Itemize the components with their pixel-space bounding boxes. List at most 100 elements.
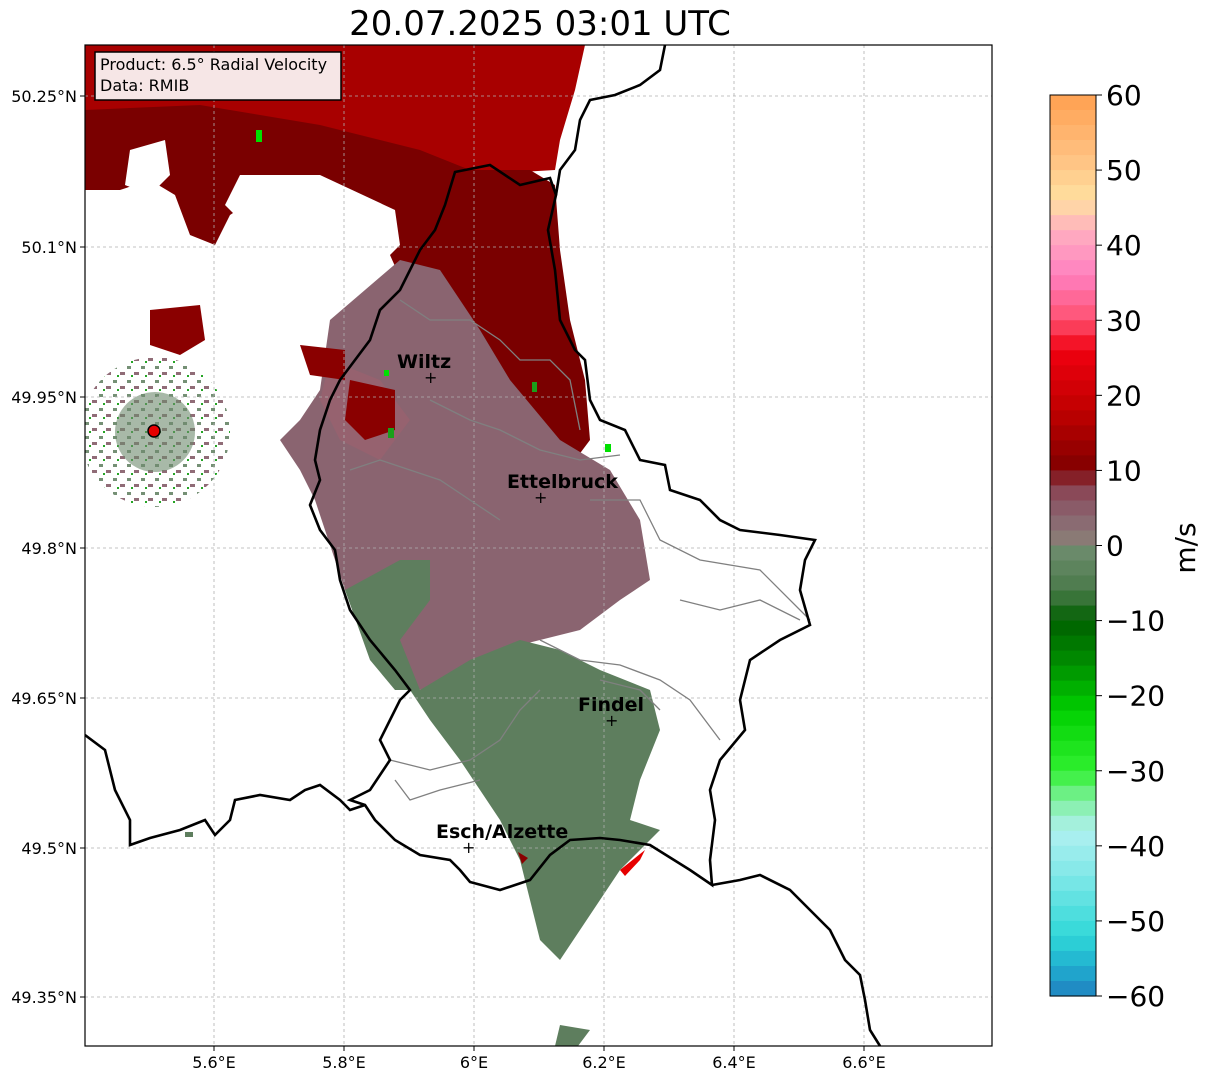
colorbar-cell: [1050, 860, 1096, 877]
colorbar-cell: [1050, 590, 1096, 607]
colorbar-cell: [1050, 875, 1096, 892]
colorbar-tick-label: −60: [1106, 980, 1165, 1013]
colorbar-tick-label: −40: [1106, 830, 1165, 863]
colorbar-cell: [1050, 785, 1096, 802]
colorbar-label: m/s: [1169, 522, 1202, 573]
lat-tick-label: 49.65°N: [11, 689, 77, 708]
colorbar-cell: [1050, 665, 1096, 682]
colorbar-cell: [1050, 770, 1096, 787]
colorbar-cell: [1050, 470, 1096, 487]
colorbar-cell: [1050, 545, 1096, 562]
lat-tick-label: 49.95°N: [11, 388, 77, 407]
colorbar-tick-label: 30: [1106, 304, 1142, 337]
colorbar-cell: [1050, 140, 1096, 156]
colorbar-cell: [1050, 815, 1096, 832]
lat-tick-label: 49.5°N: [21, 839, 77, 858]
gridlines: [85, 45, 992, 1046]
colorbar-cell: [1050, 245, 1096, 261]
colorbar-cells: [1050, 95, 1096, 997]
colorbar-cell: [1050, 905, 1096, 922]
lat-tick-label: 50.25°N: [11, 87, 77, 106]
lon-tick-label: 6.4°E: [712, 1053, 756, 1072]
colorbar-cell: [1050, 215, 1096, 231]
radar-site-marker: [147, 424, 161, 438]
colorbar-cell: [1050, 755, 1096, 772]
lon-tick-label: 5.6°E: [192, 1053, 236, 1072]
city-label: Ettelbruck: [507, 471, 618, 493]
colorbar-cell: [1050, 935, 1096, 952]
colorbar-ticks: 60 50 40 30 20 10 0 −10 −20 −30 −40 −50 −60: [1096, 79, 1165, 1013]
colorbar-cell: [1050, 680, 1096, 697]
colorbar-cell: [1050, 335, 1096, 351]
colorbar-cell: [1050, 95, 1096, 111]
map-title: 20.07.2025 03:01 UTC: [349, 4, 731, 44]
latitude-ticks: 50.25°N 50.1°N 49.95°N 49.8°N 49.65°N 49…: [11, 87, 85, 1007]
colorbar-cell: [1050, 290, 1096, 306]
colorbar-cell: [1050, 650, 1096, 667]
colorbar-cell: [1050, 920, 1096, 937]
colorbar-cell: [1050, 485, 1096, 502]
lat-tick-label: 49.35°N: [11, 988, 77, 1007]
luxembourg-border: [308, 163, 817, 892]
colorbar-cell: [1050, 950, 1096, 967]
svg-text:+: +: [462, 838, 475, 857]
colorbar-cell: [1050, 500, 1096, 517]
lat-tick-label: 50.1°N: [21, 238, 77, 257]
info-product: Product: 6.5° Radial Velocity: [100, 55, 327, 74]
colorbar-tick-label: 50: [1106, 154, 1142, 187]
city-label: Esch/Alzette: [436, 821, 568, 843]
map-frame: [84, 44, 993, 1047]
colorbar-cell: [1050, 455, 1096, 472]
colorbar-cell: [1050, 620, 1096, 637]
svg-text:+: +: [534, 488, 547, 507]
city-ettelbruck: Ettelbruck +: [507, 471, 618, 507]
city-label: Wiltz: [397, 351, 451, 373]
colorbar-tick-label: −10: [1106, 605, 1165, 638]
colorbar-tick-label: 20: [1106, 379, 1142, 412]
colorbar-cell: [1050, 725, 1096, 742]
colorbar-cell: [1050, 110, 1096, 126]
colorbar-tick-label: 10: [1106, 454, 1142, 487]
colorbar-cell: [1050, 320, 1096, 336]
radar-echo-layer: [85, 45, 660, 1046]
svg-text:+: +: [605, 711, 618, 730]
city-label: Findel: [578, 694, 644, 716]
colorbar-cell: [1050, 575, 1096, 592]
colorbar-cell: [1050, 155, 1096, 171]
info-data-source: Data: RMIB: [100, 76, 189, 95]
colorbar-cell: [1050, 890, 1096, 907]
colorbar-cell: [1050, 125, 1096, 141]
colorbar-cell: [1050, 185, 1096, 201]
colorbar-cell: [1050, 410, 1096, 426]
france-germany-border: [711, 873, 882, 1046]
lat-tick-label: 49.8°N: [21, 539, 77, 558]
colorbar-tick-label: 40: [1106, 229, 1142, 262]
colorbar-cell: [1050, 170, 1096, 186]
colorbar-cell: [1050, 365, 1096, 381]
colorbar-cell: [1050, 395, 1096, 411]
colorbar-cell: [1050, 305, 1096, 321]
colorbar-cell: [1050, 695, 1096, 712]
lon-tick-label: 6.6°E: [842, 1053, 886, 1072]
colorbar-tick-label: 0: [1106, 530, 1124, 563]
colorbar-cell: [1050, 380, 1096, 396]
colorbar-tick-label: −30: [1106, 755, 1165, 788]
colorbar: 60 50 40 30 20 10 0 −10 −20 −30 −40 −50 −60 m/s: [1049, 79, 1202, 1013]
lon-tick-label: 6°E: [460, 1053, 488, 1072]
colorbar-cell: [1050, 200, 1096, 216]
colorbar-cell: [1050, 425, 1096, 441]
colorbar-tick-label: 60: [1106, 79, 1142, 112]
colorbar-cell: [1050, 965, 1096, 982]
colorbar-cell: [1050, 515, 1096, 532]
colorbar-cell: [1050, 800, 1096, 817]
lon-tick-label: 6.2°E: [582, 1053, 626, 1072]
svg-text:+: +: [424, 368, 437, 387]
info-box: Product: 6.5° Radial Velocity Data: RMIB: [94, 51, 342, 101]
colorbar-cell: [1050, 635, 1096, 652]
city-findel: Findel +: [578, 694, 644, 730]
colorbar-cell: [1050, 530, 1096, 547]
colorbar-cell: [1050, 980, 1096, 997]
colorbar-tick-label: −20: [1106, 680, 1165, 713]
longitude-ticks: 5.6°E 5.8°E 6°E 6.2°E 6.4°E 6.6°E: [192, 1046, 886, 1072]
